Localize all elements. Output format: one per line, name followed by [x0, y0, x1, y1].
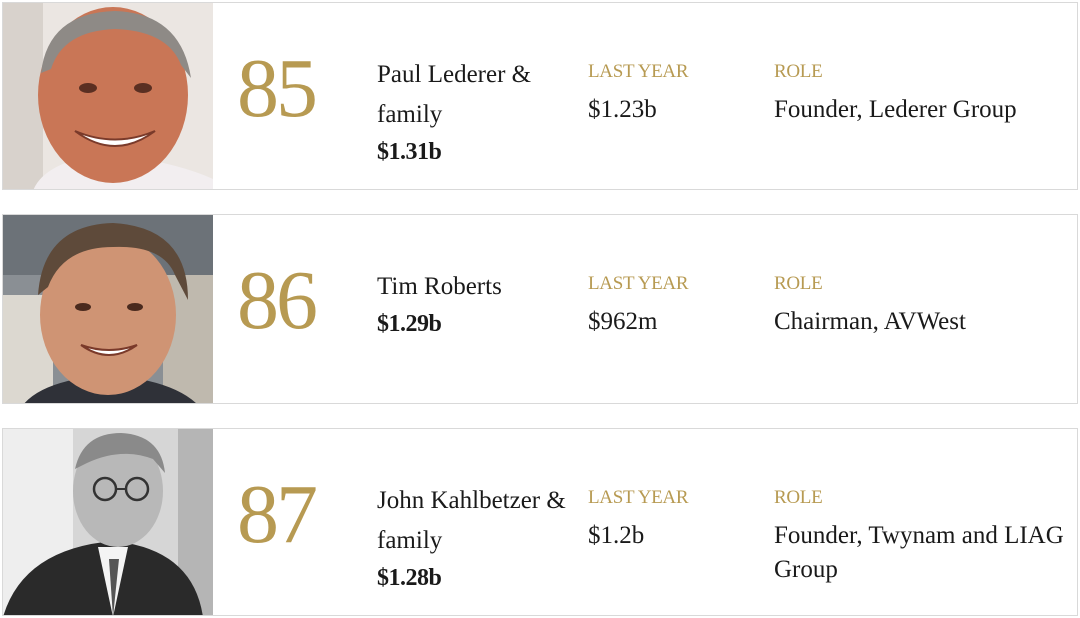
person-name: Paul Lederer & family $1.31b: [377, 55, 567, 169]
person-name: Tim Roberts $1.29b: [377, 267, 567, 341]
person-name-text: Tim Roberts: [377, 273, 502, 300]
rank-number: 87: [237, 468, 318, 561]
last-year-label: LAST YEAR: [588, 61, 689, 82]
rank-number: 86: [237, 254, 318, 347]
last-year-label: LAST YEAR: [588, 487, 689, 508]
rank-number: 85: [237, 42, 318, 135]
person-name-text: John Kahlbetzer & family: [377, 487, 566, 554]
last-year-value: $962m: [588, 308, 658, 335]
last-year-label: LAST YEAR: [588, 273, 689, 294]
portrait-photo-tim-roberts: [3, 215, 213, 403]
rich-list-entry-86: 86 Tim Roberts $1.29b LAST YEAR $962m RO…: [2, 214, 1078, 404]
person-name-text: Paul Lederer & family: [377, 61, 532, 128]
last-year-value: $1.23b: [588, 96, 657, 123]
role-value: Founder, Lederer Group: [774, 96, 1017, 123]
net-worth: $1.29b: [377, 311, 442, 337]
role-label: ROLE: [774, 273, 823, 294]
role-value: Founder, Twynam and LIAG Group: [774, 522, 1064, 583]
last-year-value: $1.2b: [588, 522, 645, 549]
rich-list-entry-87: 87 John Kahlbetzer & family $1.28b LAST …: [2, 428, 1078, 616]
role-label: ROLE: [774, 487, 823, 508]
portrait-photo-john-kahlbetzer: [3, 429, 213, 615]
net-worth: $1.31b: [377, 139, 442, 165]
person-name: John Kahlbetzer & family $1.28b: [377, 481, 567, 595]
portrait-photo-paul-lederer: [3, 3, 213, 189]
rich-list-entry-85: 85 Paul Lederer & family $1.31b LAST YEA…: [2, 2, 1078, 190]
role-label: ROLE: [774, 61, 823, 82]
role-value: Chairman, AVWest: [774, 308, 966, 335]
net-worth: $1.28b: [377, 565, 442, 591]
